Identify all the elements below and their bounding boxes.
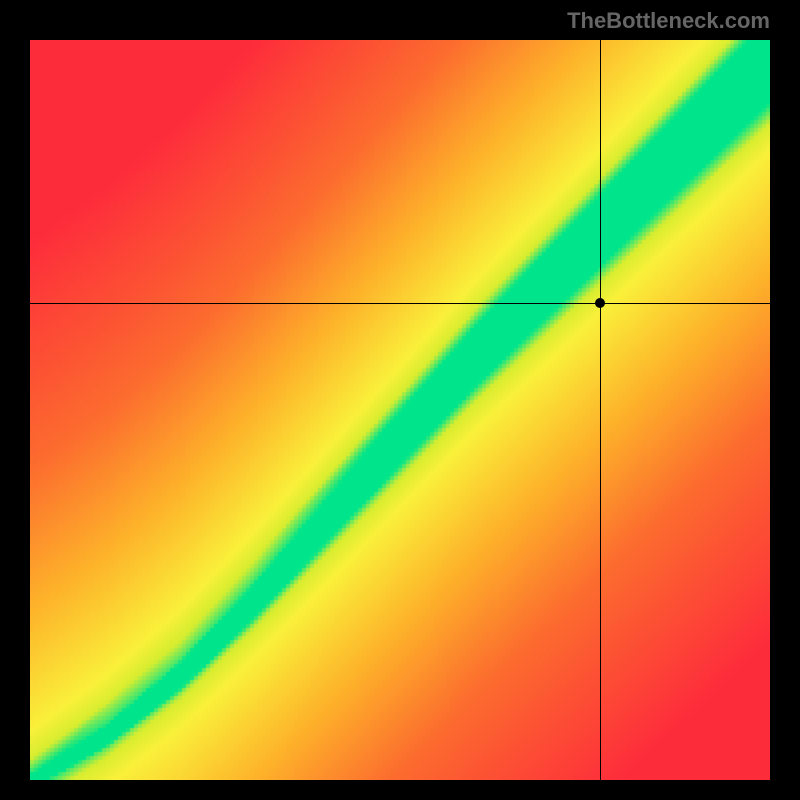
crosshair-marker: [595, 298, 605, 308]
heatmap-canvas: [30, 40, 770, 780]
watermark-text: TheBottleneck.com: [567, 8, 770, 34]
crosshair-horizontal: [30, 303, 770, 304]
crosshair-vertical: [600, 40, 601, 780]
heatmap-plot: [30, 40, 770, 780]
